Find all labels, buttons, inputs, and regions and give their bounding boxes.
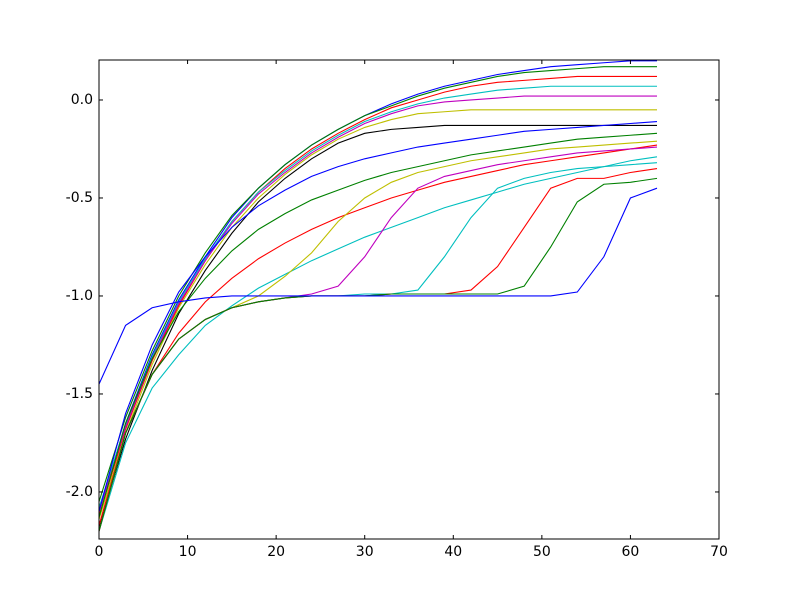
y-tick-label: -2.0: [66, 484, 93, 500]
plot-area: [99, 60, 658, 532]
y-tick-label: -1.0: [66, 288, 93, 304]
series-line: [99, 132, 658, 518]
series-line: [99, 124, 657, 528]
x-tick-label: 30: [356, 544, 374, 560]
x-tick-label: 40: [444, 544, 462, 560]
x-tick-label: 20: [267, 544, 285, 560]
series-line: [99, 156, 658, 532]
x-tick-label: 10: [179, 544, 197, 560]
axes-frame: [98, 59, 720, 540]
series-line: [99, 95, 657, 512]
series-line: [99, 144, 658, 526]
y-tick-label: 0.0: [71, 92, 93, 108]
series-line: [99, 177, 658, 532]
x-tick-label: 0: [95, 544, 104, 560]
y-tick-label: -0.5: [66, 190, 93, 206]
series-line: [99, 120, 658, 512]
x-tick-label: 70: [710, 544, 728, 560]
series-line: [99, 187, 658, 385]
series-line: [99, 60, 657, 512]
x-tick-label: 50: [533, 544, 551, 560]
series-line: [99, 109, 657, 520]
y-tick-label: -1.5: [66, 386, 93, 402]
series-line: [99, 85, 657, 508]
x-tick-label: 60: [622, 544, 640, 560]
